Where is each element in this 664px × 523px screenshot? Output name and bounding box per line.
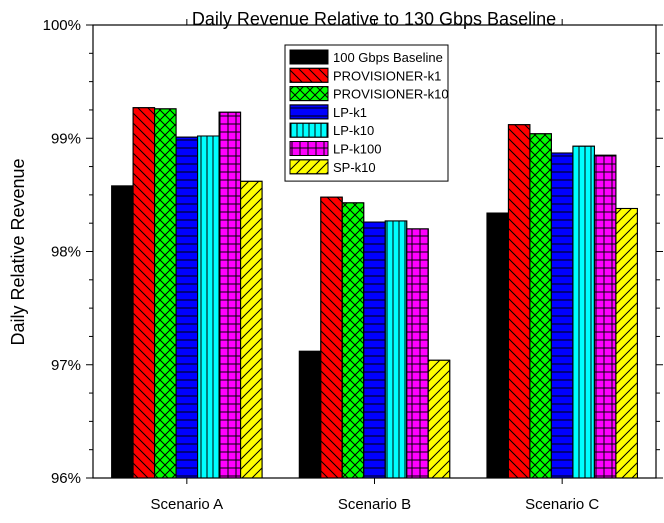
legend-swatch-pattern <box>289 104 329 120</box>
y-tick-label: 97% <box>51 357 81 374</box>
bar-pattern <box>218 111 242 479</box>
legend-swatch-pattern <box>289 141 329 156</box>
bar-pattern <box>197 135 220 479</box>
legend-label: LP-k10 <box>333 123 374 138</box>
bar-pattern <box>341 202 365 479</box>
legend-label: PROVISIONER-k10 <box>333 87 449 102</box>
y-tick-label: 98% <box>51 244 81 261</box>
bar-pattern <box>363 221 386 479</box>
bar-pattern <box>427 359 451 479</box>
y-tick-label: 100% <box>43 17 81 34</box>
bar-pattern <box>154 108 177 479</box>
legend-label: PROVISIONER-k1 <box>333 68 441 83</box>
x-tick-label: Scenario C <box>525 496 599 513</box>
x-tick-label: Scenario A <box>151 496 224 513</box>
legend-swatch-pattern <box>289 67 329 83</box>
bar-pattern <box>175 136 199 479</box>
bar <box>298 350 322 479</box>
bar-pattern <box>240 180 263 479</box>
bar-pattern <box>572 145 595 479</box>
x-tick-label: Scenario B <box>338 496 411 513</box>
y-tick-label: 99% <box>51 130 81 147</box>
bar-pattern <box>132 107 156 479</box>
y-tick-label: 96% <box>51 470 81 487</box>
bar-pattern <box>320 196 343 479</box>
bar <box>111 185 134 479</box>
bar-pattern <box>615 207 638 479</box>
bar-pattern <box>593 154 617 479</box>
legend-label: SP-k10 <box>333 160 376 175</box>
axes-layer: Scenario A Scenario B Scenario C 96% 97% 98% 9… <box>43 17 663 513</box>
legend-swatch-pattern <box>289 159 329 175</box>
legend-label: 100 Gbps Baseline <box>333 50 443 65</box>
bar-pattern <box>406 228 429 479</box>
legend-swatch-pattern <box>289 122 329 138</box>
legend-label: LP-k1 <box>333 105 367 120</box>
legend: 100 Gbps Baseline PROVISIONER-k1 PROVISION… <box>284 44 449 182</box>
bars-layer <box>111 107 638 479</box>
bar-pattern <box>550 152 574 479</box>
bar-pattern <box>384 220 408 479</box>
bar-pattern <box>507 124 531 479</box>
bar-pattern <box>529 133 552 479</box>
y-axis-label: Daily Relative Revenue <box>8 158 28 345</box>
legend-label: LP-k100 <box>333 142 381 157</box>
bar <box>486 212 509 479</box>
legend-swatch-pattern <box>289 86 329 102</box>
legend-swatch <box>289 49 329 65</box>
